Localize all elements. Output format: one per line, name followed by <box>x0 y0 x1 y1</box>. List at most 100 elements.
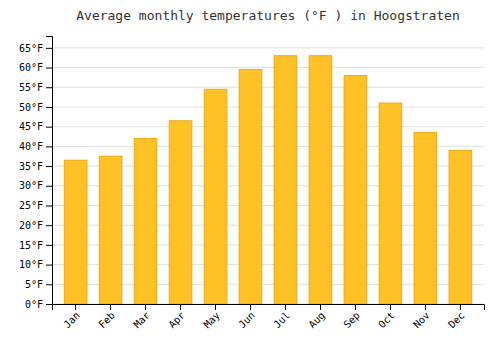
tick: Jan <box>61 304 82 330</box>
tick: Nov <box>411 304 432 330</box>
tick-mark <box>110 304 111 310</box>
tick-mark <box>285 304 286 310</box>
tick: 5°F <box>25 279 52 290</box>
tick: 50°F <box>19 102 52 113</box>
tick-mark <box>75 304 76 310</box>
tick-label: Feb <box>96 310 117 331</box>
bar <box>134 138 157 304</box>
tick: Sep <box>341 304 362 330</box>
tick-label: Aug <box>306 310 327 331</box>
grid-line <box>52 67 484 68</box>
tick: 40°F <box>19 141 52 152</box>
tick-mark <box>46 68 52 69</box>
tick-mark <box>46 284 52 285</box>
tick-mark <box>46 107 52 108</box>
y-axis: 0°F 5°F 10°F 15°F 20°F 25°F 30°F 35°F 40°F 45°F 50… <box>19 37 53 310</box>
tick: Mar <box>131 304 152 330</box>
tick-label: 25°F <box>19 200 43 211</box>
tick-label: 35°F <box>19 161 43 172</box>
tick-label: Sep <box>341 310 362 331</box>
tick: 10°F <box>19 259 52 270</box>
tick: Aug <box>306 304 327 330</box>
tick: 30°F <box>19 180 52 191</box>
grid-line <box>52 126 484 127</box>
tick: 15°F <box>19 240 52 251</box>
chart: 0°F 5°F 10°F 15°F 20°F 25°F 30°F 35°F 40°F 45°F 50… <box>0 0 500 350</box>
bar <box>169 121 192 304</box>
tick-label: Oct <box>376 310 397 331</box>
tick: Oct <box>376 304 397 330</box>
tick-mark <box>46 127 52 128</box>
tick-label: 45°F <box>19 121 43 132</box>
grid <box>52 48 484 304</box>
tick-label: 5°F <box>25 279 43 290</box>
tick: Dec <box>446 304 467 330</box>
tick: Jun <box>236 304 257 330</box>
tick-label: 10°F <box>19 259 43 270</box>
bar <box>204 89 227 304</box>
tick-mark <box>46 304 52 305</box>
tick-label: Nov <box>411 310 432 331</box>
tick-mark <box>460 304 461 310</box>
tick: 60°F <box>19 62 52 73</box>
bar <box>274 56 297 304</box>
title: Average monthly temperatures (°F ) in Ho… <box>76 8 460 23</box>
tick: May <box>201 304 222 330</box>
tick-mark <box>390 304 391 310</box>
tick: 65°F <box>19 43 52 54</box>
grid-line <box>52 47 484 48</box>
bar <box>344 75 367 304</box>
tick-label: 15°F <box>19 240 43 251</box>
tick-mark <box>46 166 52 167</box>
tick-mark <box>46 265 52 266</box>
axis-line <box>53 305 485 311</box>
tick-label: May <box>201 310 222 331</box>
tick-mark <box>250 304 251 310</box>
tick-label: 50°F <box>19 102 43 113</box>
tick-label: 0°F <box>25 299 43 310</box>
bar <box>414 133 437 304</box>
tick-label: Jan <box>61 310 82 331</box>
tick: Jul <box>271 304 292 330</box>
tick-label: Jun <box>236 310 257 331</box>
bar <box>64 160 87 304</box>
tick-mark <box>320 304 321 310</box>
plot: 0°F 5°F 10°F 15°F 20°F 25°F 30°F 35°F 40°F 45°F 50… <box>19 37 485 331</box>
tick-label: Mar <box>131 310 152 331</box>
tick: Feb <box>96 304 117 330</box>
tick-label: Dec <box>446 310 467 331</box>
tick-label: Apr <box>166 310 187 331</box>
tick-mark <box>180 304 181 310</box>
tick-label: 30°F <box>19 180 43 191</box>
bar <box>449 150 472 304</box>
bar <box>99 156 122 304</box>
tick-mark <box>46 48 52 49</box>
tick-label: 60°F <box>19 62 43 73</box>
tick-mark <box>46 186 52 187</box>
grid-line <box>52 106 484 107</box>
tick-mark <box>46 87 52 88</box>
tick: 0°F <box>25 299 52 310</box>
bar <box>379 103 402 304</box>
tick-label: 65°F <box>19 43 43 54</box>
axis-line <box>46 37 53 305</box>
tick: 20°F <box>19 220 52 231</box>
tick-mark <box>46 146 52 147</box>
tick: 25°F <box>19 200 52 211</box>
tick: 55°F <box>19 82 52 93</box>
tick-mark <box>46 225 52 226</box>
tick-mark <box>425 304 426 310</box>
tick-mark <box>145 304 146 310</box>
tick-mark <box>215 304 216 310</box>
grid-line <box>52 87 484 88</box>
tick-label: 20°F <box>19 220 43 231</box>
tick-mark <box>355 304 356 310</box>
tick-label: 40°F <box>19 141 43 152</box>
tick: Apr <box>166 304 187 330</box>
x-axis: Jan Feb Mar Apr May Jun Jul Aug Sep Oct Nov Dec <box>53 304 485 330</box>
tick-label: 55°F <box>19 82 43 93</box>
tick-label: Jul <box>271 310 292 331</box>
bars <box>64 56 472 304</box>
tick-mark <box>46 205 52 206</box>
bar <box>239 70 262 305</box>
